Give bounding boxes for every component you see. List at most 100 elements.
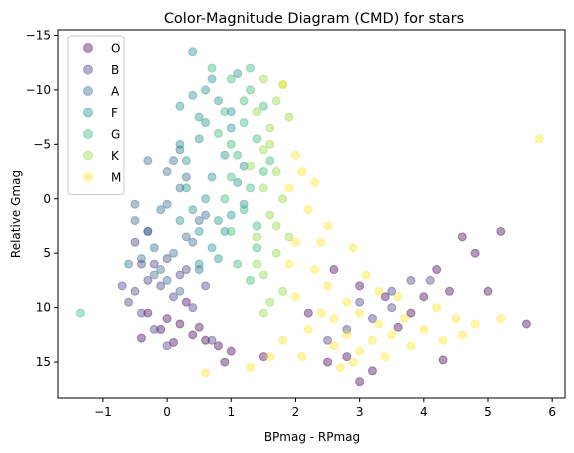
data-point <box>290 150 300 160</box>
data-point <box>329 314 339 324</box>
data-point <box>233 150 243 160</box>
data-point <box>265 139 275 149</box>
data-point <box>239 118 249 128</box>
y-tick-label: −10 <box>26 83 51 97</box>
data-point <box>278 286 288 296</box>
data-point <box>323 221 333 231</box>
data-point <box>329 341 339 351</box>
data-point <box>496 314 506 324</box>
data-point <box>361 270 371 280</box>
data-point <box>162 167 172 177</box>
data-point <box>194 112 204 122</box>
data-point <box>278 194 288 204</box>
x-axis-ticks: −1 0 1 2 3 4 5 6 <box>94 398 556 419</box>
data-point <box>239 199 249 209</box>
y-tick-label: −5 <box>33 137 51 151</box>
data-point <box>457 232 467 242</box>
data-point <box>181 265 191 275</box>
data-point <box>451 314 461 324</box>
legend-label: A <box>111 85 120 99</box>
data-point <box>246 183 256 193</box>
legend-label: O <box>111 42 120 56</box>
legend-item-G: G <box>83 128 120 142</box>
data-point <box>226 172 236 182</box>
data-point <box>393 322 403 332</box>
data-point <box>355 297 365 307</box>
data-point <box>470 248 480 258</box>
data-point <box>246 363 256 373</box>
y-tick-label: 10 <box>36 301 51 315</box>
data-point <box>265 352 275 362</box>
data-point <box>252 134 262 144</box>
data-point <box>348 357 358 367</box>
data-point <box>194 226 204 236</box>
data-point <box>220 194 230 204</box>
data-point <box>207 74 217 84</box>
data-point <box>201 85 211 95</box>
data-point <box>220 107 230 117</box>
data-point <box>521 319 531 329</box>
legend-label: B <box>111 63 119 77</box>
data-point <box>181 297 191 307</box>
data-point <box>290 237 300 247</box>
data-point <box>438 335 448 345</box>
data-point <box>143 226 153 236</box>
data-point <box>258 145 268 155</box>
chart-title: Color-Magnitude Diagram (CMD) for stars <box>164 11 464 27</box>
data-point <box>444 286 454 296</box>
legend-marker <box>83 172 93 182</box>
x-tick-label: 3 <box>356 405 364 419</box>
data-point <box>136 254 146 264</box>
series-B <box>117 226 435 351</box>
data-point <box>271 248 281 258</box>
x-tick-label: 2 <box>292 405 300 419</box>
data-point <box>226 226 236 236</box>
data-point <box>188 47 198 57</box>
data-point <box>323 357 333 367</box>
data-point <box>258 270 268 280</box>
legend-marker <box>83 43 93 53</box>
data-point <box>246 85 256 95</box>
data-point <box>188 90 198 100</box>
data-point <box>271 96 281 106</box>
data-point <box>181 232 191 242</box>
series-F <box>175 47 249 269</box>
x-tick-label: 6 <box>548 405 556 419</box>
data-point <box>162 314 172 324</box>
legend-marker <box>83 129 93 139</box>
series-O <box>136 226 531 387</box>
data-point <box>207 63 217 73</box>
scatter-points <box>75 47 544 387</box>
data-point <box>226 346 236 356</box>
data-point <box>265 297 275 307</box>
data-point <box>124 259 134 269</box>
data-point <box>130 286 140 296</box>
data-point <box>239 161 249 171</box>
data-point <box>181 156 191 166</box>
data-point <box>213 216 223 226</box>
legend-item-M: M <box>83 171 121 185</box>
data-point <box>213 341 223 351</box>
data-point <box>220 150 230 160</box>
data-point <box>233 69 243 79</box>
data-point <box>374 319 384 329</box>
data-point <box>149 243 159 253</box>
data-point <box>162 199 172 209</box>
data-point <box>233 177 243 187</box>
data-point <box>213 254 223 264</box>
data-point <box>355 308 365 318</box>
data-point <box>149 259 159 269</box>
data-point <box>169 292 179 302</box>
data-point <box>355 346 365 356</box>
data-point <box>130 216 140 226</box>
data-point <box>335 363 345 373</box>
data-point <box>213 96 223 106</box>
legend-item-B: B <box>83 63 119 77</box>
data-point <box>290 292 300 302</box>
data-point <box>181 183 191 193</box>
data-point <box>297 167 307 177</box>
legend-item-A: A <box>83 85 120 99</box>
y-axis-ticks: −15 −10 −5 0 5 10 15 <box>26 28 58 369</box>
data-point <box>329 265 339 275</box>
data-point <box>188 205 198 215</box>
